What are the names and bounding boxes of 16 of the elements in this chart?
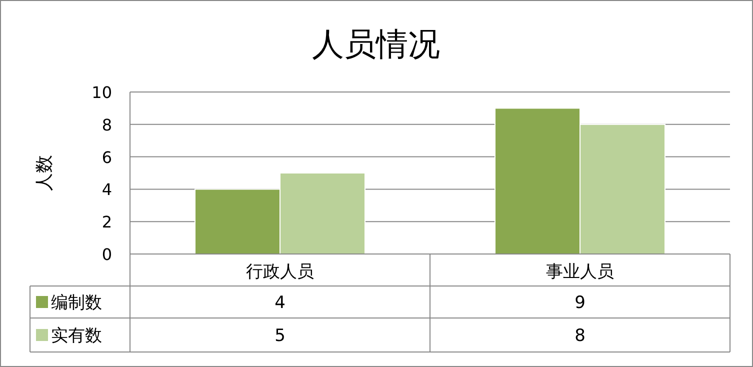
y-tick-label: 4 xyxy=(102,180,112,200)
chart-title: 人员情况 xyxy=(312,25,440,63)
data-label: 9 xyxy=(574,293,586,313)
data-label: 8 xyxy=(574,326,586,346)
y-tick-label: 10 xyxy=(92,83,112,102)
data-label: 5 xyxy=(274,326,286,346)
y-tick-label: 0 xyxy=(102,245,112,264)
y-axis-title: 人数 xyxy=(34,155,55,191)
y-tick-label: 6 xyxy=(102,148,112,167)
y-tick-label: 8 xyxy=(102,115,112,134)
legend-label: 编制数 xyxy=(51,293,102,313)
data-label: 4 xyxy=(274,293,286,313)
x-tick-label: 事业人员 xyxy=(546,262,614,282)
x-tick-label: 行政人员 xyxy=(246,262,314,282)
legend-label: 实有数 xyxy=(51,326,102,346)
y-tick-label: 2 xyxy=(102,212,112,232)
